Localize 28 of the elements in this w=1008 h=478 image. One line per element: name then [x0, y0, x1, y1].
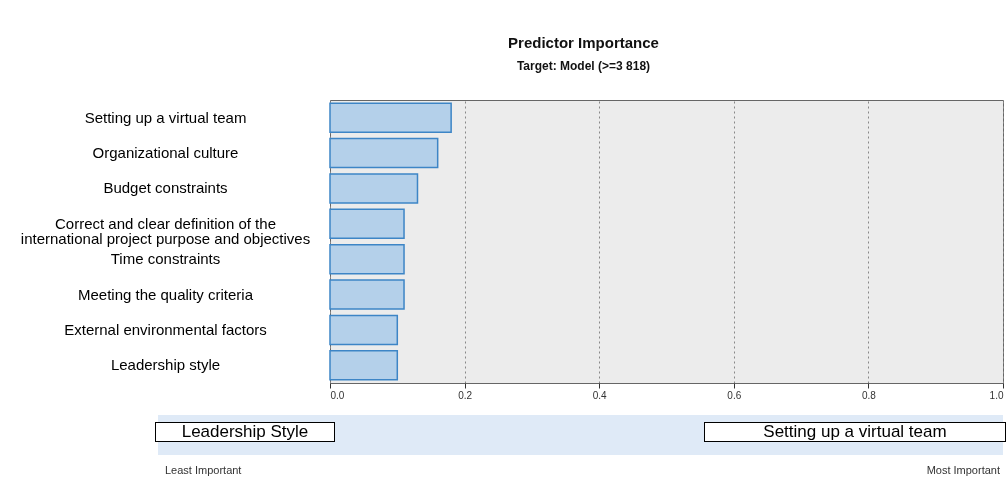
- bar: [329, 350, 399, 381]
- bar: [329, 279, 405, 310]
- text: Leadership Style: [155, 422, 335, 442]
- x-tick-label: 0.4: [592, 389, 608, 401]
- y-tick-label: External environmental factors: [64, 320, 267, 338]
- y-tick-label: Setting up a virtual team: [84, 108, 247, 126]
- bar: [329, 137, 439, 169]
- chart-subtitle: Target: Model (>=3 818): [516, 59, 651, 73]
- y-tick-label: Time constraints: [110, 250, 221, 268]
- x-tick-label: 0.8: [861, 389, 877, 401]
- y-tick-label: Organizational culture: [92, 144, 239, 162]
- y-tick-label: Budget constraints: [103, 179, 228, 197]
- text: Most Important: [926, 464, 1000, 476]
- bar: [329, 243, 405, 275]
- x-tick-label: 0.2: [458, 389, 473, 401]
- chart-title: Predictor Importance: [508, 34, 659, 51]
- y-tick-label: Correct and clear definition of the international project purpose and objectives: [20, 214, 311, 247]
- bar: [329, 102, 452, 133]
- x-tick-label: 1.0: [989, 389, 1004, 401]
- bar: [329, 173, 419, 204]
- text: Setting up a virtual team: [704, 422, 1006, 442]
- text: Least Important: [165, 464, 242, 476]
- bar: [329, 314, 399, 346]
- y-tick-label: Leadership style: [110, 356, 221, 374]
- y-tick-label: Meeting the quality criteria: [77, 285, 254, 303]
- x-tick-label: 0.0: [330, 389, 345, 401]
- bar: [329, 208, 405, 240]
- x-tick-label: 0.6: [727, 389, 742, 401]
